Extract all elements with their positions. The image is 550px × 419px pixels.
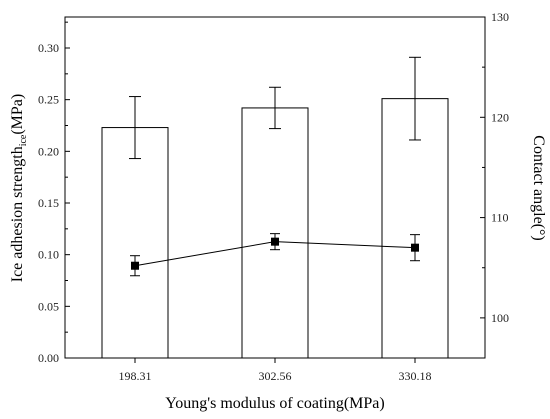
bar bbox=[101, 127, 169, 359]
y2-axis-title: Contact angle(°) bbox=[530, 135, 547, 240]
left-axis-ticks: 0.00 0.05 0.10 0.15 0.20 0.25 0.30 bbox=[38, 21, 70, 365]
x-axis-title: Young's modulus of coating(MPa) bbox=[165, 395, 384, 412]
y-axis-title-subscript: ice bbox=[18, 134, 29, 146]
left-axis-tick-label: 0.30 bbox=[38, 41, 59, 55]
x-axis-tick-label: 198.31 bbox=[119, 369, 152, 383]
left-axis-tick-label: 0.05 bbox=[38, 299, 59, 313]
x-axis-tick-label: 330.18 bbox=[399, 369, 432, 383]
y-axis-title-unit: (MPa) bbox=[9, 94, 26, 135]
line-layer bbox=[130, 233, 420, 277]
y-axis-title: Ice adhesion strengthice(MPa) bbox=[9, 94, 29, 283]
right-axis-tick-label: 100 bbox=[491, 311, 509, 325]
y-axis-title-main: Ice adhesion strength bbox=[9, 146, 26, 282]
bar bbox=[241, 107, 309, 359]
contact-angle-point bbox=[271, 237, 279, 246]
right-axis-tick-label: 120 bbox=[491, 110, 509, 124]
x-axis-tick-label: 302.56 bbox=[259, 369, 292, 383]
right-axis-ticks: 100 110 120 130 bbox=[480, 10, 509, 325]
x-axis-ticks: 198.31 302.56 330.18 bbox=[119, 358, 432, 383]
right-axis-tick-label: 130 bbox=[491, 10, 509, 24]
contact-angle-point bbox=[411, 243, 419, 252]
left-axis-tick-label: 0.25 bbox=[38, 93, 59, 107]
contact-angle-point bbox=[131, 261, 139, 270]
left-axis-tick-label: 0.20 bbox=[38, 144, 59, 158]
bars-layer bbox=[101, 56, 449, 359]
left-axis-tick-label: 0.15 bbox=[38, 196, 59, 210]
left-axis-tick-label: 0.00 bbox=[38, 351, 59, 365]
right-axis-tick-label: 110 bbox=[491, 211, 509, 225]
left-axis-tick-label: 0.10 bbox=[38, 248, 59, 262]
